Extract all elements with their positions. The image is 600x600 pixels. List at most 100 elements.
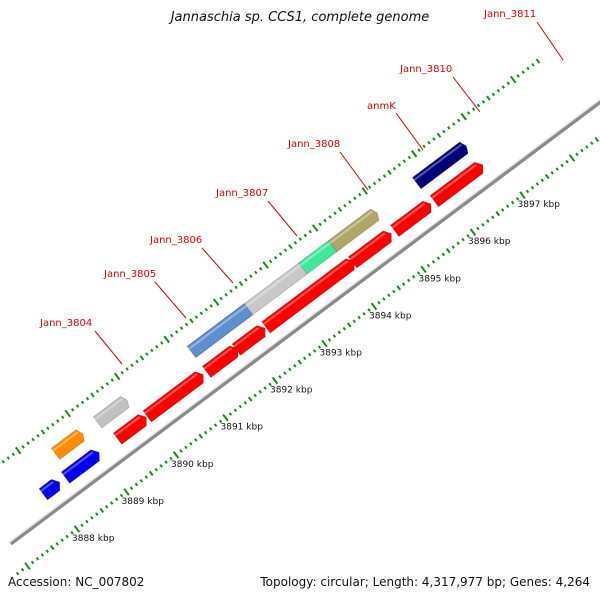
cds-feature[interactable] — [201, 345, 239, 378]
feature-arrow — [261, 258, 355, 334]
outer-major-tick — [15, 446, 22, 455]
tick-label: 3889 kbp — [122, 497, 165, 507]
feature-arrow — [347, 230, 392, 269]
outer-tick-dot — [90, 392, 95, 398]
inner-tick-dot — [233, 408, 238, 413]
gene-feature[interactable] — [92, 396, 130, 429]
outer-tick-dot — [150, 348, 154, 353]
outer-tick-dot — [249, 274, 253, 279]
gene-labels: Jann_3804 Jann_3805 Jann_3806 Jann_3807 Jann… — [39, 9, 536, 329]
inner-major-tick — [568, 154, 576, 162]
outer-tick-dot — [268, 259, 273, 264]
inner-major-tick — [222, 413, 229, 422]
feature-highlight — [299, 242, 331, 267]
inner-tick-dot — [307, 352, 312, 357]
inner-tick-dot — [456, 241, 460, 246]
outer-tick-dot — [209, 304, 213, 308]
outer-tick-dot — [184, 322, 189, 327]
outer-tick-dot — [367, 185, 372, 189]
cds-feature[interactable] — [38, 479, 61, 501]
inner-tick-dot — [312, 349, 317, 353]
cds-feature[interactable] — [231, 325, 266, 356]
feature-highlight — [144, 373, 198, 415]
outer-tick-dot — [343, 203, 347, 208]
tick-label: 3897 kbp — [518, 200, 561, 210]
outer-tick-dot — [80, 400, 85, 405]
inner-tick-dot — [194, 438, 198, 442]
outer-tick-dot — [95, 389, 100, 394]
inner-tick-dot — [401, 282, 406, 286]
outer-tick-dot — [169, 333, 174, 338]
outer-tick-dot — [139, 355, 145, 361]
inner-tick-dot — [352, 319, 356, 324]
cds-feature[interactable] — [60, 449, 100, 484]
outer-tick-dot — [105, 382, 109, 386]
outer-tick-dot — [224, 292, 228, 297]
tick-label: 3896 kbp — [468, 237, 511, 247]
outer-tick-dot — [61, 415, 65, 420]
outer-tick-dot — [11, 452, 15, 457]
outer-tick-dot — [535, 58, 541, 64]
inner-tick-dot — [317, 345, 322, 350]
feature-highlight — [431, 163, 478, 199]
outer-tick-dot — [56, 419, 60, 423]
gene-label[interactable]: Jann_3804 — [39, 318, 92, 329]
outer-tick-dot — [392, 166, 397, 171]
outer-tick-dot — [382, 174, 387, 178]
inner-tick-dot — [154, 467, 158, 472]
tick-label: 3891 kbp — [221, 423, 264, 433]
outer-tick-dot — [521, 70, 525, 74]
outer-tick-dot — [120, 370, 124, 375]
outer-tick-dot — [155, 344, 159, 349]
gene-feature[interactable] — [412, 141, 469, 190]
gene-feature[interactable] — [298, 240, 338, 275]
gene-label[interactable]: Jann_3805 — [103, 269, 156, 280]
inner-tick-dot — [258, 389, 262, 394]
inner-major-tick — [271, 376, 279, 385]
inner-tick-dot — [411, 274, 416, 279]
gene-feature[interactable] — [50, 429, 85, 460]
inner-tick-dot — [179, 449, 183, 453]
outer-tick-dot — [288, 243, 293, 250]
outer-tick-dot — [75, 404, 80, 408]
cds-feature[interactable] — [112, 414, 147, 445]
outer-tick-dot — [422, 144, 426, 149]
gene-label[interactable]: Jann_3811 — [483, 9, 536, 20]
cds-feature[interactable] — [347, 230, 392, 269]
inner-tick-dot — [495, 211, 501, 217]
outer-tick-dot — [40, 429, 46, 435]
outer-tick-dot — [174, 330, 179, 334]
outer-tick-dot — [283, 248, 288, 253]
inner-tick-dot — [337, 330, 342, 335]
backbone-line — [9, 99, 600, 546]
cds-feature[interactable] — [429, 161, 484, 208]
inner-tick-dot — [148, 470, 154, 476]
outer-tick-marks — [0, 58, 541, 467]
inner-tick-dot — [159, 464, 163, 468]
feature-arrow — [298, 240, 338, 275]
gene-label[interactable]: Jann_3807 — [215, 188, 268, 199]
outer-tick-dot — [189, 318, 194, 324]
outer-tick-dot — [442, 129, 446, 134]
gene-label[interactable]: anmK — [367, 101, 396, 112]
inner-tick-dot — [30, 560, 35, 565]
outer-tick-dot — [427, 140, 431, 145]
outer-tick-dot — [85, 396, 90, 401]
gene-label[interactable]: Jann_3810 — [399, 64, 452, 75]
outer-tick-dot — [36, 433, 40, 438]
cds-feature[interactable] — [390, 200, 432, 237]
cds-feature[interactable] — [142, 371, 204, 423]
gene-label[interactable]: Jann_3806 — [149, 235, 202, 246]
outer-tick-dot — [273, 255, 278, 260]
inner-tick-dot — [169, 456, 173, 461]
gene-feature[interactable] — [328, 208, 380, 253]
outer-tick-dot — [244, 278, 248, 282]
feature-highlight — [245, 264, 302, 307]
inner-tick-dot — [65, 534, 69, 539]
feature-highlight — [62, 451, 94, 476]
gene-label[interactable]: Jann_3808 — [287, 139, 340, 150]
cds-feature[interactable] — [261, 258, 355, 334]
tick-label: 3893 kbp — [320, 349, 363, 359]
outer-tick-dot — [496, 88, 501, 93]
